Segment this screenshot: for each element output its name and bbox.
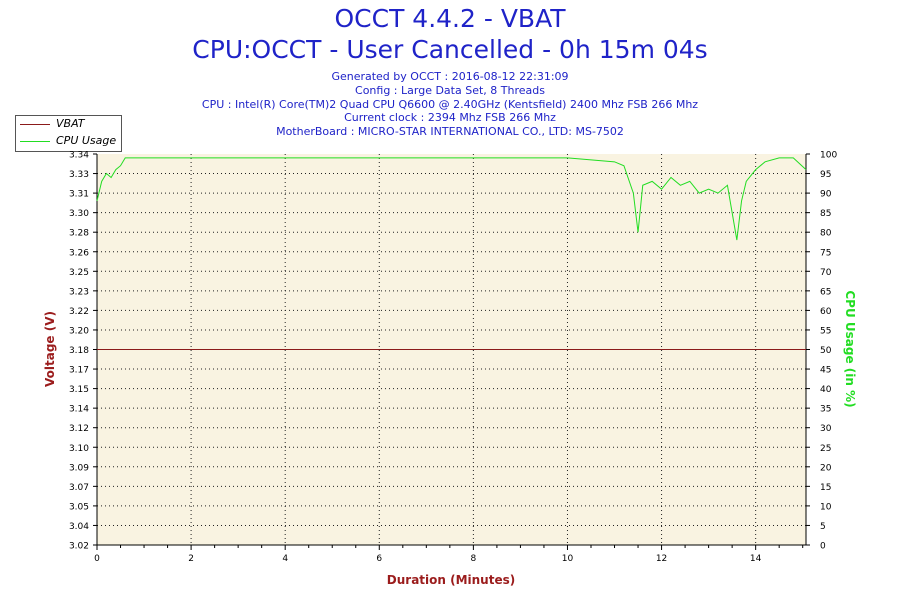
y-tick-label-left: 3.04 bbox=[69, 522, 89, 532]
y-tick-label-left: 3.30 bbox=[69, 209, 89, 219]
y-tick-label-right: 95 bbox=[820, 170, 831, 180]
info-line-config: Config : Large Data Set, 8 Threads bbox=[355, 83, 545, 97]
legend-label-vbat: VBAT bbox=[56, 117, 85, 130]
y-tick-label-right: 50 bbox=[820, 346, 832, 356]
info-line-generated: Generated by OCCT : 2016-08-12 22:31:09 bbox=[331, 70, 569, 83]
y-tick-label-right: 75 bbox=[820, 248, 831, 258]
y-tick-label-right: 10 bbox=[820, 502, 832, 512]
y-tick-label-left: 3.22 bbox=[69, 307, 89, 317]
y-axis-title-left: Voltage (V) bbox=[43, 311, 57, 387]
y-tick-label-left: 3.20 bbox=[69, 326, 89, 336]
x-tick-label: 8 bbox=[471, 554, 477, 564]
y-tick-label-right: 20 bbox=[820, 463, 832, 473]
legend-item-cpu-usage: CPU Usage bbox=[16, 133, 121, 149]
y-tick-label-right: 5 bbox=[820, 522, 826, 532]
y-tick-label-left: 3.33 bbox=[69, 170, 89, 180]
x-tick-label: 0 bbox=[94, 554, 100, 564]
x-tick-label: 14 bbox=[750, 554, 762, 564]
y-tick-label-right: 80 bbox=[820, 229, 832, 239]
y-axis-title-right: CPU Usage (in %) bbox=[843, 290, 857, 407]
y-tick-label-left: 3.02 bbox=[69, 542, 89, 552]
y-tick-label-right: 45 bbox=[820, 366, 831, 376]
y-tick-label-left: 3.07 bbox=[69, 483, 89, 493]
y-tick-label-right: 70 bbox=[820, 268, 832, 278]
y-tick-label-left: 3.09 bbox=[69, 463, 89, 473]
y-tick-label-right: 30 bbox=[820, 424, 832, 434]
y-tick-label-left: 3.15 bbox=[69, 385, 89, 395]
y-tick-label-left: 3.05 bbox=[69, 502, 89, 512]
legend-swatch-cpu-usage bbox=[20, 141, 50, 142]
y-tick-label-right: 60 bbox=[820, 307, 832, 317]
y-tick-label-right: 85 bbox=[820, 209, 831, 219]
y-tick-label-left: 3.10 bbox=[69, 444, 89, 454]
legend-swatch-vbat bbox=[20, 124, 50, 125]
y-tick-label-right: 65 bbox=[820, 287, 831, 297]
info-line-motherboard: MotherBoard : MICRO-STAR INTERNATIONAL C… bbox=[276, 125, 624, 139]
y-tick-label-left: 3.28 bbox=[69, 229, 89, 239]
y-tick-label-left: 3.12 bbox=[69, 424, 89, 434]
y-tick-label-right: 35 bbox=[820, 405, 831, 415]
y-tick-label-right: 55 bbox=[820, 326, 831, 336]
y-tick-label-right: 0 bbox=[820, 542, 826, 552]
y-tick-label-left: 3.31 bbox=[69, 190, 89, 200]
x-tick-label: 2 bbox=[188, 554, 194, 564]
legend-label-cpu-usage: CPU Usage bbox=[56, 134, 117, 147]
x-tick-label: 12 bbox=[656, 554, 667, 564]
y-tick-label-right: 100 bbox=[820, 151, 837, 161]
chart-legend: VBAT CPU Usage bbox=[15, 115, 122, 152]
legend-item-vbat: VBAT bbox=[16, 116, 121, 132]
y-tick-label-left: 3.17 bbox=[69, 366, 89, 376]
y-tick-label-right: 15 bbox=[820, 483, 831, 493]
y-tick-label-right: 40 bbox=[820, 385, 832, 395]
chart-title: OCCT 4.4.2 - VBAT bbox=[334, 4, 566, 33]
info-block: Generated by OCCT : 2016-08-12 22:31:09 … bbox=[0, 70, 900, 139]
y-tick-label-right: 25 bbox=[820, 444, 831, 454]
series-line-cpu-usage bbox=[96, 157, 807, 241]
x-tick-label: 6 bbox=[376, 554, 382, 564]
y-tick-label-right: 90 bbox=[820, 190, 832, 200]
info-line-cpu: CPU : Intel(R) Core(TM)2 Quad CPU Q6600 … bbox=[201, 97, 699, 111]
x-tick-label: 10 bbox=[562, 554, 574, 564]
x-tick-label: 4 bbox=[282, 554, 288, 564]
y-tick-label-left: 3.34 bbox=[69, 151, 89, 161]
y-tick-label-left: 3.25 bbox=[69, 268, 89, 278]
y-tick-label-left: 3.26 bbox=[69, 248, 89, 258]
info-line-clock: Current clock : 2394 Mhz FSB 266 Mhz bbox=[344, 111, 556, 125]
y-tick-label-left: 3.18 bbox=[69, 346, 89, 356]
chart-subtitle: CPU:OCCT - User Cancelled - 0h 15m 04s bbox=[192, 35, 708, 64]
x-axis-title: Duration (Minutes) bbox=[387, 573, 515, 587]
y-tick-label-left: 3.23 bbox=[69, 287, 89, 297]
y-tick-label-left: 3.14 bbox=[69, 405, 89, 415]
